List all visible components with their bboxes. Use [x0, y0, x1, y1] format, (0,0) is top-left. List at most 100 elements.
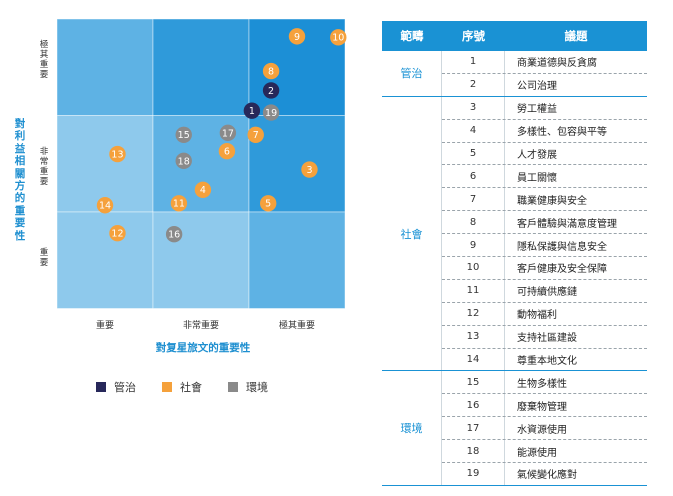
row-number: 4 — [442, 119, 505, 142]
table-body: 管治 1 商業道德與反貪腐 2 公司治理 社會 3 勞工權益 4 多樣性、包容與平等 5 人才發展 6 員… — [382, 51, 647, 486]
y-level-mid: 非常重要 — [39, 147, 49, 187]
point-label: 10 — [332, 33, 344, 44]
table-row: 13 支持社區建設 — [442, 325, 647, 349]
row-topic: 可持續供應鏈 — [517, 287, 577, 299]
row-topic: 生物多樣性 — [517, 378, 567, 390]
matrix-point-15: 15 — [175, 126, 192, 143]
point-marker — [262, 82, 280, 99]
header-topic: 議題 — [564, 29, 588, 43]
header-number: 序號 — [462, 29, 485, 43]
row-number: 12 — [442, 302, 505, 325]
table-row: 16 廢棄物管理 — [442, 394, 647, 418]
row-topic: 職業健康與安全 — [517, 195, 587, 207]
table-row: 18 能源使用 — [442, 440, 647, 464]
point-label: 15 — [178, 130, 190, 141]
point-label: 5 — [265, 199, 271, 210]
matrix-cell — [152, 211, 250, 309]
matrix-cell — [56, 211, 154, 309]
matrix-point-16: 16 — [165, 225, 183, 243]
point-marker — [260, 195, 277, 212]
legend-environment: 環境 — [228, 379, 268, 395]
table-row: 15 生物多樣性 — [442, 371, 647, 395]
row-number: 18 — [442, 440, 505, 463]
matrix-cell — [152, 18, 250, 116]
table-row: 9 隱私保護與信息安全 — [442, 234, 647, 258]
matrix-cell — [248, 211, 346, 309]
y-level-top: 極其重要 — [39, 40, 49, 80]
matrix-point-3: 3 — [301, 161, 318, 178]
row-number: 2 — [442, 73, 505, 96]
row-topic: 能源使用 — [517, 447, 557, 459]
table-row: 4 多樣性、包容與平等 — [442, 119, 647, 143]
point-label: 12 — [111, 229, 123, 240]
matrix-point-2: 2 — [262, 82, 280, 99]
point-marker — [288, 28, 306, 45]
matrix-cell — [56, 18, 154, 116]
row-topic: 客戶健康及安全保障 — [517, 264, 607, 276]
table-row: 7 職業健康與安全 — [442, 188, 647, 212]
group-category-label: 管治 — [382, 51, 442, 96]
matrix-point-8: 8 — [262, 62, 280, 80]
row-topic: 商業道德與反貪腐 — [517, 58, 597, 70]
row-topic: 人才發展 — [517, 150, 557, 161]
row-topic: 公司治理 — [517, 81, 557, 93]
row-topic: 勞工權益 — [517, 104, 557, 116]
legend-social: 社會 — [162, 379, 202, 395]
point-label: 1 — [249, 106, 255, 117]
point-label: 13 — [111, 150, 123, 161]
topics-table: 範疇 序號 議題 管治 1 商業道德與反貪腐 2 公司治理 社會 3 勞工權益 4 多樣性、包容與… — [382, 21, 647, 486]
point-label: 4 — [200, 185, 206, 196]
point-label: 16 — [168, 230, 180, 241]
point-marker — [218, 143, 236, 160]
point-marker — [109, 225, 126, 242]
point-marker — [243, 102, 261, 119]
point-label: 9 — [294, 32, 300, 43]
row-topic: 隱私保護與信息安全 — [517, 241, 607, 253]
x-level-mid: 非常重要 — [182, 321, 219, 331]
table-row: 3 勞工權益 — [442, 96, 647, 120]
point-label: 14 — [99, 201, 111, 212]
row-number: 11 — [442, 279, 505, 302]
point-marker — [262, 104, 280, 121]
point-label: 2 — [268, 86, 274, 97]
matrix-point-19: 19 — [262, 104, 280, 121]
matrix-point-4: 4 — [194, 181, 212, 199]
row-number: 3 — [442, 96, 505, 119]
legend-swatch-environment — [228, 382, 238, 392]
point-label: 17 — [222, 128, 234, 139]
matrix-cell — [56, 115, 154, 213]
row-number: 15 — [442, 371, 505, 394]
point-marker — [109, 145, 126, 163]
group-category-label: 社會 — [382, 96, 442, 371]
y-level-low: 重要 — [39, 248, 49, 268]
row-topic: 多樣性、包容與平等 — [517, 127, 607, 139]
row-number: 14 — [442, 348, 505, 371]
row-topic: 員工關懷 — [517, 172, 557, 184]
row-number: 7 — [442, 188, 505, 211]
point-label: 6 — [224, 147, 230, 158]
matrix-point-17: 17 — [219, 124, 237, 142]
matrix-point-10: 10 — [330, 29, 347, 46]
row-topic: 客戶體驗與滿意度管理 — [517, 218, 617, 230]
table-row: 12 動物福利 — [442, 302, 647, 326]
point-label: 19 — [265, 108, 277, 119]
point-marker — [194, 181, 212, 199]
row-topic: 水資源使用 — [517, 424, 567, 436]
table-row: 17 水資源使用 — [442, 417, 647, 441]
table-row: 14 尊重本地文化 — [442, 348, 647, 371]
matrix-point-7: 7 — [247, 126, 264, 143]
point-marker — [175, 152, 192, 170]
legend-swatch-social — [162, 382, 172, 392]
x-axis-title: 對复星旅文的重要性 — [155, 342, 251, 354]
matrix-point-14: 14 — [96, 197, 114, 214]
row-number: 1 — [442, 51, 505, 73]
point-marker — [330, 29, 347, 46]
matrix-point-9: 9 — [288, 28, 306, 45]
table-group: 環境 15 生物多樣性 16 廢棄物管理 17 水資源使用 18 能源使用 19 氣候變化應對 — [382, 371, 647, 486]
x-level-low: 重要 — [95, 321, 114, 331]
row-number: 17 — [442, 417, 505, 440]
point-marker — [247, 126, 264, 143]
point-marker — [262, 62, 280, 80]
matrix-point-18: 18 — [175, 152, 192, 170]
legend: 管治 社會 環境 — [96, 379, 268, 395]
